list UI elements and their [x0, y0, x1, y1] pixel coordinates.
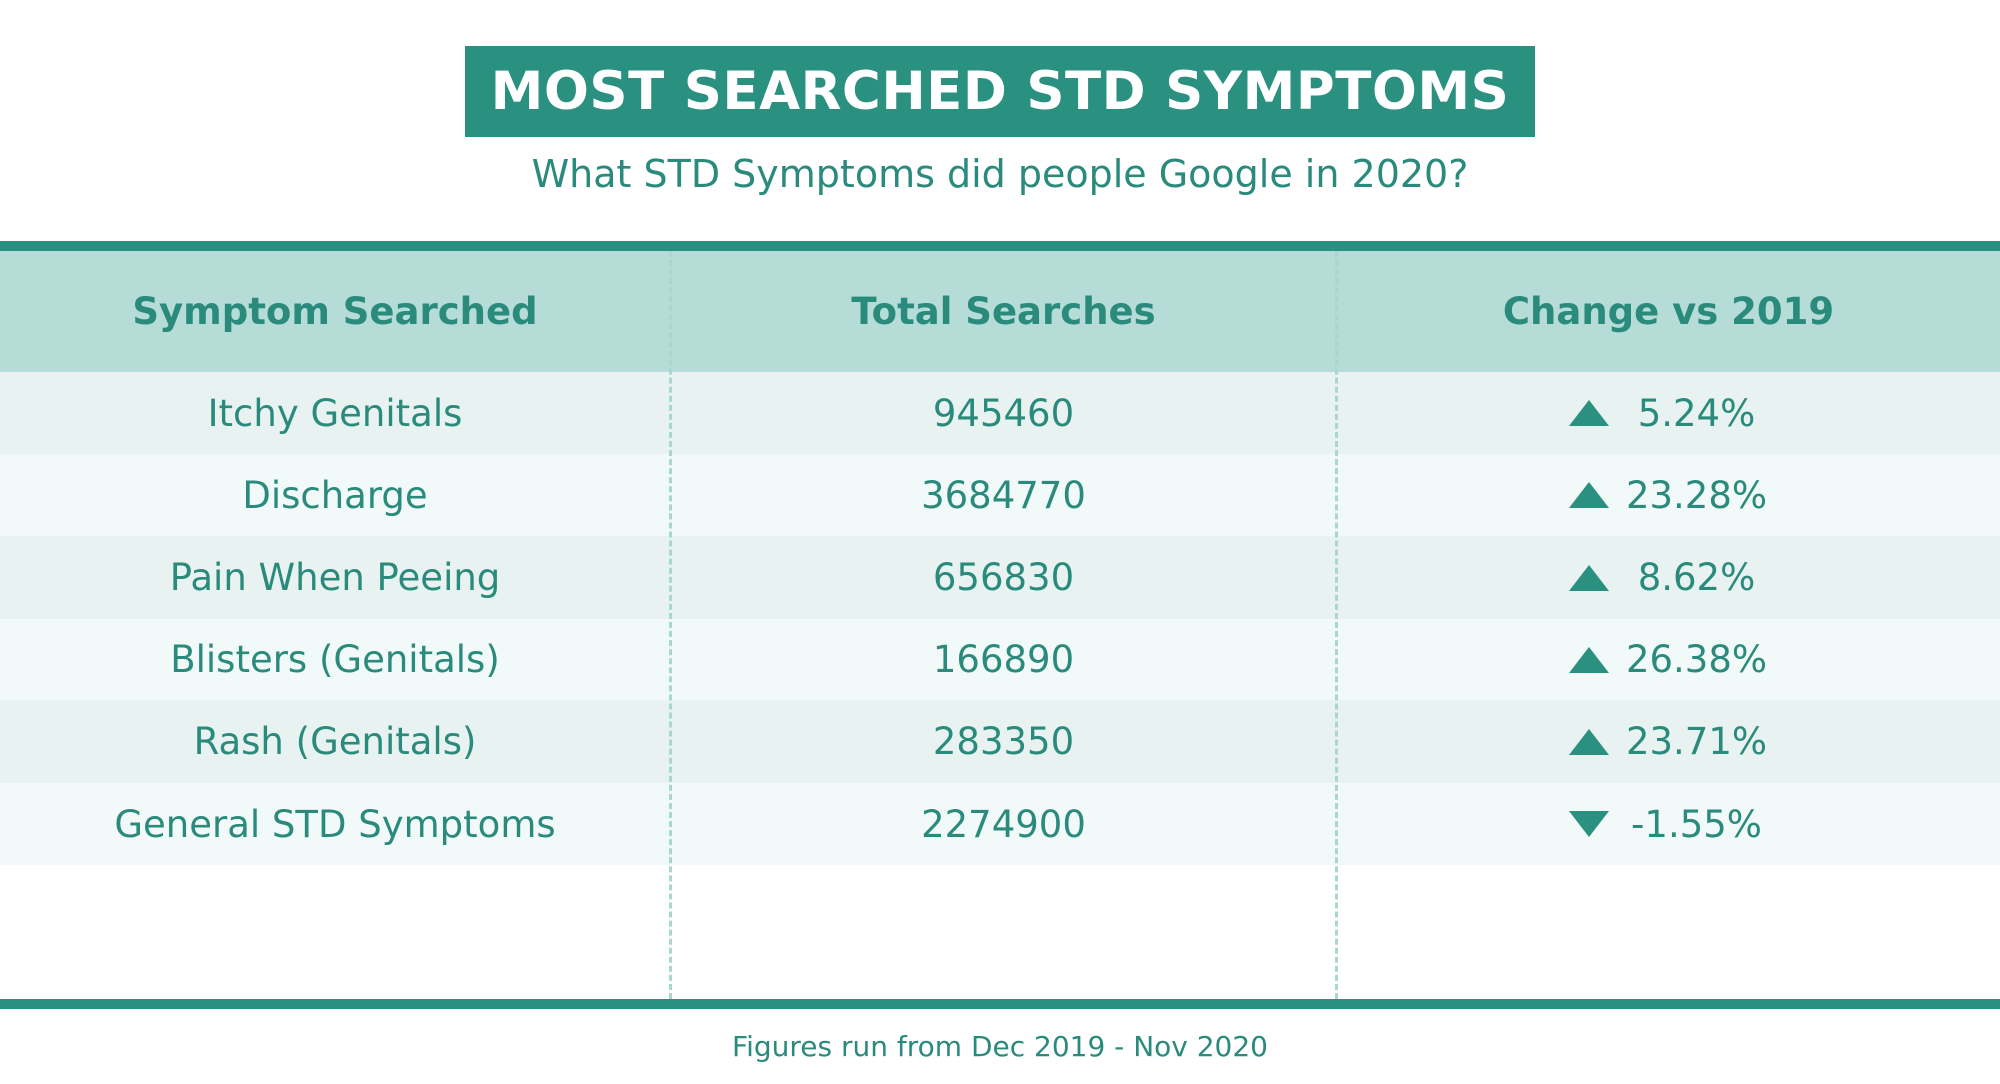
change-value: 23.71%	[1625, 720, 1768, 763]
column-header-searches: Total Searches	[851, 290, 1156, 333]
change-cell: 23.28%	[1337, 454, 2000, 536]
change-indicator: 8.62%	[1568, 556, 1769, 599]
triangle-up-icon	[1568, 564, 1609, 591]
footnote: Figures run from Dec 2019 - Nov 2020	[732, 1030, 1268, 1063]
searches-cell: 3684770	[921, 473, 1086, 517]
change-cell: 5.24%	[1337, 372, 2000, 454]
change-value: 26.38%	[1625, 638, 1768, 681]
triangle-down-icon	[1568, 811, 1609, 837]
table-row: Itchy Genitals 945460 5.24%	[0, 372, 2000, 454]
table-row: General STD Symptoms 2274900 -1.55%	[0, 783, 2000, 865]
searches-cell: 656830	[932, 556, 1075, 599]
change-value: 23.28%	[1625, 473, 1768, 517]
chart-subtitle: What STD Symptoms did people Google in 2…	[531, 152, 1469, 196]
change-cell: -1.55%	[1337, 783, 2000, 865]
change-cell: 23.71%	[1337, 700, 2000, 783]
symptom-cell: General STD Symptoms	[114, 802, 556, 846]
searches-cell: 283350	[932, 720, 1075, 763]
change-cell: 26.38%	[1337, 619, 2000, 700]
table-row: Blisters (Genitals) 166890 26.38%	[0, 619, 2000, 700]
change-indicator: 23.28%	[1568, 473, 1769, 517]
symptom-cell: Itchy Genitals	[207, 391, 463, 435]
triangle-up-icon	[1568, 482, 1609, 508]
table-row: Rash (Genitals) 283350 23.71%	[0, 700, 2000, 783]
table-row: Pain When Peeing 656830 8.62%	[0, 536, 2000, 619]
change-value: 8.62%	[1637, 556, 1756, 599]
triangle-up-icon	[1568, 400, 1609, 426]
table-header-row: Symptom Searched Total Searches Change v…	[0, 251, 2000, 372]
triangle-up-icon	[1568, 728, 1609, 755]
table-bottom-rule	[0, 999, 2000, 1009]
table-row: Discharge 3684770 23.28%	[0, 454, 2000, 536]
column-header-symptom: Symptom Searched	[132, 290, 538, 333]
searches-cell: 945460	[932, 391, 1075, 435]
symptoms-table: Symptom Searched Total Searches Change v…	[0, 251, 2000, 999]
symptom-cell: Pain When Peeing	[169, 556, 501, 599]
chart-title: MOST SEARCHED STD SYMPTOMS	[490, 61, 1510, 122]
change-indicator: 23.71%	[1568, 720, 1769, 763]
change-indicator: 26.38%	[1568, 638, 1769, 681]
triangle-up-icon	[1568, 646, 1609, 673]
title-banner: MOST SEARCHED STD SYMPTOMS	[465, 46, 1535, 137]
searches-cell: 166890	[932, 638, 1075, 681]
column-divider	[669, 251, 672, 999]
symptom-cell: Discharge	[242, 473, 428, 517]
column-header-change: Change vs 2019	[1502, 290, 1835, 333]
table-top-rule	[0, 241, 2000, 251]
change-indicator: 5.24%	[1568, 391, 1769, 435]
change-indicator: -1.55%	[1568, 802, 1769, 846]
change-value: 5.24%	[1637, 391, 1756, 435]
searches-cell: 2274900	[921, 802, 1086, 846]
symptom-cell: Rash (Genitals)	[193, 720, 477, 763]
symptom-cell: Blisters (Genitals)	[170, 638, 500, 681]
change-value: -1.55%	[1631, 802, 1762, 846]
change-cell: 8.62%	[1337, 536, 2000, 619]
column-divider	[1335, 251, 1338, 999]
